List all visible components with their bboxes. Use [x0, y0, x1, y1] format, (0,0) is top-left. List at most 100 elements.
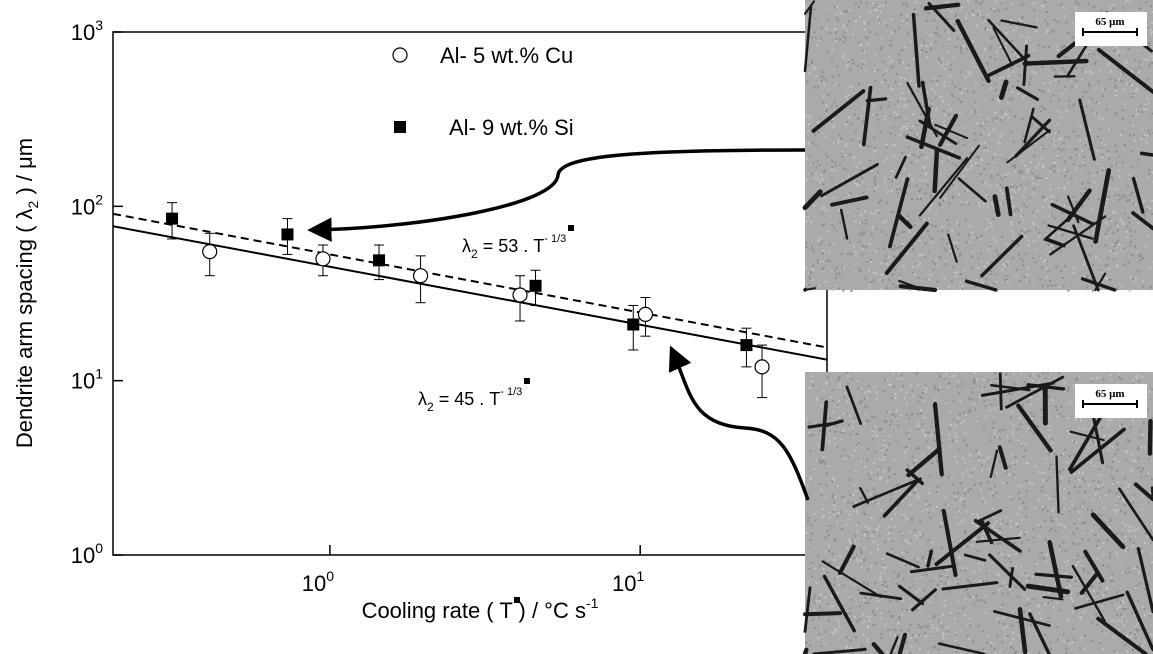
speckle	[947, 230, 949, 232]
speckle	[1044, 519, 1046, 521]
speckle	[819, 607, 821, 609]
speckle	[842, 156, 844, 158]
speckle	[1149, 169, 1151, 171]
speckle	[1114, 46, 1116, 48]
speckle	[1100, 269, 1102, 271]
speckle	[1026, 462, 1028, 464]
speckle	[1100, 586, 1102, 588]
speckle	[839, 10, 841, 12]
speckle	[1050, 648, 1052, 650]
speckle	[1144, 214, 1146, 216]
speckle	[995, 241, 997, 243]
speckle	[983, 130, 985, 132]
speckle	[983, 149, 985, 151]
speckle	[908, 542, 910, 544]
speckle	[958, 550, 960, 552]
speckle	[878, 469, 880, 471]
speckle	[1024, 382, 1026, 384]
speckle	[1014, 463, 1016, 465]
speckle	[807, 485, 809, 487]
speckle	[888, 469, 890, 471]
speckle	[1005, 8, 1007, 10]
speckle	[1137, 467, 1139, 469]
speckle	[1073, 163, 1075, 165]
speckle	[993, 162, 995, 164]
speckle	[858, 162, 860, 164]
speckle	[1042, 66, 1044, 68]
speckle	[901, 49, 903, 51]
speckle	[924, 218, 926, 220]
speckle	[911, 539, 913, 541]
speckle	[911, 519, 913, 521]
speckle	[1133, 495, 1135, 497]
speckle	[952, 419, 954, 421]
speckle	[1015, 523, 1017, 525]
speckle	[827, 377, 829, 379]
speckle	[951, 150, 953, 152]
speckle	[807, 581, 809, 583]
speckle	[825, 79, 827, 81]
speckle	[880, 11, 882, 13]
speckle	[893, 111, 895, 113]
speckle	[931, 421, 933, 423]
speckle	[894, 514, 896, 516]
speckle	[942, 614, 944, 616]
speckle	[817, 177, 819, 179]
speckle	[957, 385, 959, 387]
speckle	[1143, 422, 1145, 424]
speckle	[897, 576, 899, 578]
speckle	[948, 382, 950, 384]
speckle	[1147, 97, 1149, 99]
speckle	[952, 439, 954, 441]
speckle	[1025, 443, 1027, 445]
speckle	[989, 46, 991, 48]
speckle	[1046, 480, 1048, 482]
speckle	[807, 64, 809, 66]
x-tick-label: 101	[612, 568, 644, 596]
speckle	[834, 513, 836, 515]
speckle	[886, 25, 888, 27]
speckle	[954, 46, 956, 48]
speckle	[963, 439, 965, 441]
speckle	[1010, 498, 1012, 500]
speckle	[822, 508, 824, 510]
speckle	[1007, 69, 1009, 71]
speckle	[1049, 477, 1051, 479]
speckle	[980, 599, 982, 601]
speckle	[868, 620, 870, 622]
speckle	[916, 591, 918, 593]
speckle	[876, 397, 878, 399]
speckle	[987, 481, 989, 483]
speckle	[890, 420, 892, 422]
speckle	[873, 151, 875, 153]
speckle	[1064, 188, 1066, 190]
speckle	[973, 571, 975, 573]
speckle	[1135, 585, 1137, 587]
speckle	[860, 145, 862, 147]
speckle	[1011, 431, 1013, 433]
speckle	[919, 51, 921, 53]
speckle	[870, 212, 872, 214]
speckle	[1096, 150, 1098, 152]
speckle	[877, 171, 879, 173]
speckle	[862, 181, 864, 183]
speckle	[1013, 237, 1015, 239]
speckle	[941, 641, 943, 643]
speckle	[964, 412, 966, 414]
speckle	[961, 286, 963, 288]
speckle	[989, 641, 991, 643]
speckle	[1126, 236, 1128, 238]
speckle	[1055, 530, 1057, 532]
speckle	[972, 640, 974, 642]
speckle	[885, 421, 887, 423]
speckle	[936, 457, 938, 459]
speckle	[1069, 455, 1071, 457]
speckle	[936, 626, 938, 628]
speckle	[874, 187, 876, 189]
speckle	[1127, 549, 1129, 551]
speckle	[998, 574, 1000, 576]
speckle	[886, 449, 888, 451]
speckle	[939, 35, 941, 37]
speckle	[1069, 643, 1071, 645]
speckle	[1053, 165, 1055, 167]
